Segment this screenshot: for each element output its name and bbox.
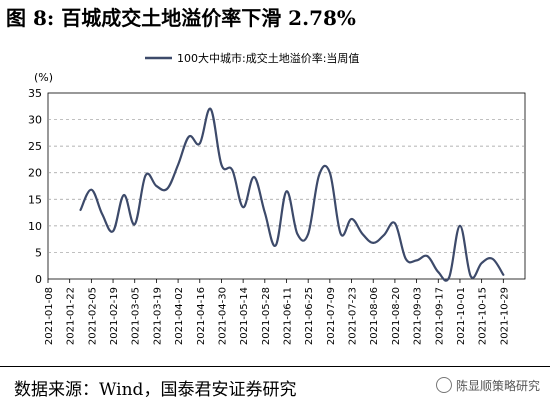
data-point (426, 255, 428, 257)
data-point (264, 211, 266, 213)
data-point (296, 233, 298, 235)
data-point (134, 223, 136, 225)
data-point (199, 142, 201, 144)
x-tick-label: 2021-07-09 (326, 287, 337, 345)
data-point (188, 135, 190, 137)
data-point (220, 164, 222, 166)
data-point (101, 213, 103, 215)
data-point (123, 194, 125, 196)
x-tick-label: 2021-02-05 (87, 287, 98, 345)
y-tick-label: 10 (28, 220, 42, 233)
watermark: 陈显顺策略研究 (435, 377, 540, 394)
x-tick-label: 2021-06-25 (304, 287, 315, 345)
data-point (340, 233, 342, 235)
x-tick-label: 2021-03-19 (152, 287, 163, 345)
x-tick-label: 2021-01-08 (44, 287, 55, 345)
x-tick-label: 2021-09-03 (413, 287, 424, 345)
data-point (405, 258, 407, 260)
data-point (231, 169, 233, 171)
data-point (459, 225, 461, 227)
source-bar: 数据来源：Wind，国泰君安证券研究 陈显顺策略研究 (0, 366, 550, 410)
x-tick-label: 2021-04-30 (217, 287, 228, 345)
x-tick-label: 2021-09-17 (434, 287, 445, 345)
x-tick-label: 2021-04-16 (196, 287, 207, 345)
data-point (274, 244, 276, 246)
data-point (480, 262, 482, 264)
data-point (491, 258, 493, 260)
legend-label: 100大中城市:成交土地溢价率:当周值 (177, 51, 359, 65)
data-point (448, 276, 450, 278)
y-tick-label: 25 (28, 140, 42, 153)
y-tick-label: 30 (28, 114, 42, 127)
data-points (79, 108, 504, 279)
data-point (307, 233, 309, 235)
y-tick-label: 5 (35, 246, 42, 259)
x-axis-ticks: 2021-01-08 2021-01-22 2021-02-05 2021-02-19… (44, 279, 510, 345)
x-tick-label: 2021-01-22 (66, 287, 77, 345)
data-point (112, 230, 114, 232)
data-point (144, 174, 146, 176)
data-point (253, 176, 255, 178)
y-tick-label: 20 (28, 167, 42, 180)
data-point (361, 233, 363, 235)
data-point (155, 185, 157, 187)
data-point (329, 172, 331, 174)
series-line (79, 107, 505, 282)
data-point (394, 222, 396, 224)
x-tick-label: 2021-08-20 (391, 287, 402, 345)
x-tick-label: 2021-10-01 (456, 287, 467, 345)
data-point (470, 275, 472, 277)
data-point (350, 218, 352, 220)
x-tick-label: 2021-05-28 (261, 287, 272, 345)
legend: 100大中城市:成交土地溢价率:当周值 (145, 51, 359, 65)
x-tick-label: 2021-10-15 (478, 287, 489, 345)
data-point (372, 242, 374, 244)
x-tick-label: 2021-03-05 (131, 287, 142, 345)
x-tick-label: 2021-02-19 (109, 287, 120, 345)
data-point (285, 190, 287, 192)
data-point (90, 189, 92, 191)
x-tick-label: 2021-08-06 (369, 287, 380, 345)
data-point (502, 274, 504, 276)
y-tick-label: 0 (35, 273, 42, 286)
data-point (437, 271, 439, 273)
figure-title: 图 8: 百城成交土地溢价率下滑 2.78% (6, 6, 356, 30)
x-tick-label: 2021-07-23 (348, 287, 359, 345)
data-point (383, 234, 385, 236)
x-tick-label: 2021-10-29 (499, 287, 510, 345)
source-note: 数据来源：Wind，国泰君安证券研究 (14, 380, 297, 400)
data-point (242, 206, 244, 208)
data-point (209, 108, 211, 110)
data-point (166, 187, 168, 189)
data-point (177, 164, 179, 166)
x-tick-label: 2021-06-11 (283, 287, 294, 345)
wechat-icon (435, 377, 452, 393)
data-point (318, 174, 320, 176)
y-axis-ticks: 0 5 10 15 20 25 30 35 (28, 87, 42, 286)
y-tick-label: 15 (28, 193, 42, 206)
x-tick-label: 2021-05-14 (239, 287, 250, 345)
x-tick-label: 2021-04-02 (174, 287, 185, 345)
y-unit-label: (%) (34, 71, 53, 84)
gridlines (48, 119, 525, 253)
data-point (79, 209, 81, 211)
data-point (415, 259, 417, 261)
y-tick-label: 35 (28, 87, 42, 100)
watermark-text: 陈显顺策略研究 (455, 379, 540, 393)
